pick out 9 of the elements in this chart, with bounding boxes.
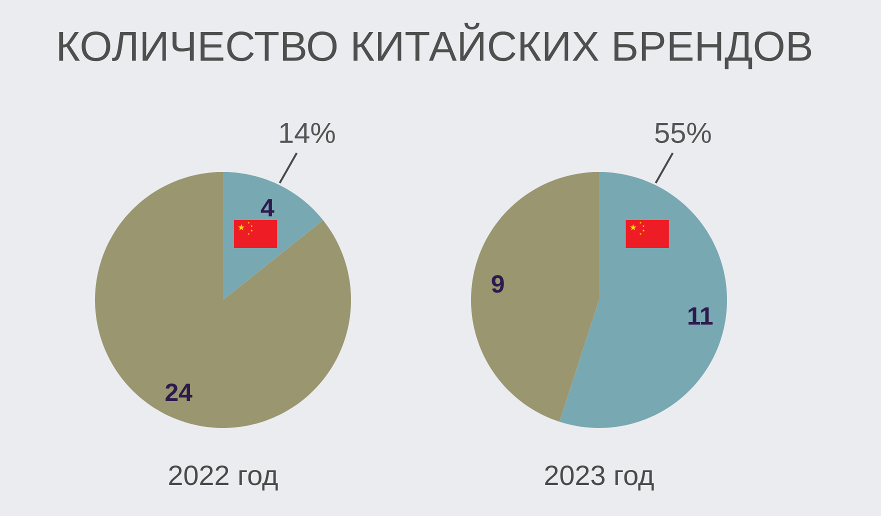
text: 14% <box>280 122 335 144</box>
text: КОЛИЧЕСТВО КИТАЙСКИХ БРЕНДОВ <box>59 22 812 70</box>
text: 2022 год <box>169 465 278 491</box>
data-label: 9 <box>492 275 504 293</box>
data-label: 11 <box>688 307 713 325</box>
text: 55% <box>655 122 711 144</box>
data-label: 24 <box>166 384 192 401</box>
data-label: 4 <box>260 199 274 216</box>
text: 2023 год <box>545 465 654 491</box>
